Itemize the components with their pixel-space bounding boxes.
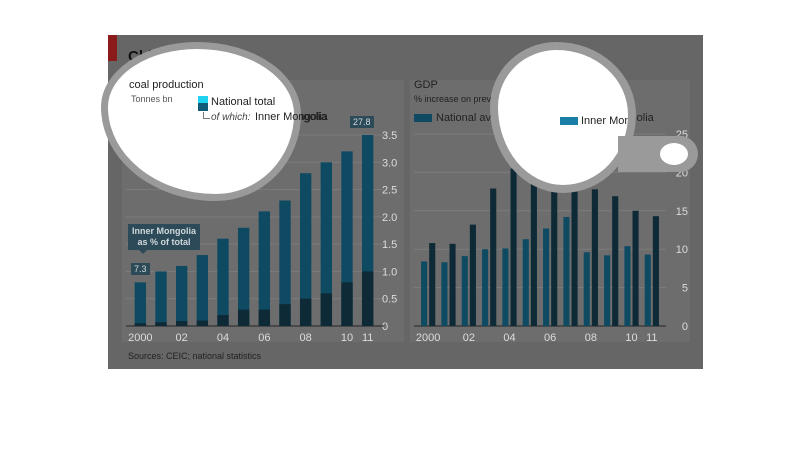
blob-coal-title: coal production xyxy=(129,79,204,91)
red-tab xyxy=(108,35,117,61)
x-tick-label: 04 xyxy=(503,332,515,342)
bar-inner-mongolia-coal xyxy=(217,315,229,326)
blob-legend-connector xyxy=(203,112,210,119)
x-tick-label: 02 xyxy=(463,332,475,342)
x-tick-label: 2000 xyxy=(416,332,440,342)
blob-legend-of-which: of which: xyxy=(211,112,251,123)
blob-legend-national-total: National total xyxy=(211,96,276,108)
bar-national-average xyxy=(482,249,489,326)
bar-inner-mongolia-gdp xyxy=(652,216,659,326)
bar-national-average xyxy=(583,252,590,326)
bar-inner-mongolia-gdp xyxy=(469,224,476,326)
bar-national-average xyxy=(644,254,651,326)
y-tick-label: 10 xyxy=(676,244,688,256)
bar-national-average xyxy=(563,216,570,326)
bar-national-average xyxy=(461,256,468,326)
bar-national-total xyxy=(196,255,209,326)
bar-national-average xyxy=(624,246,631,326)
gdp-subtitle: % increase on previous year xyxy=(414,94,528,104)
x-tick-label: 11 xyxy=(646,332,657,342)
blob-legend-inner-mongolia-gdp: Inner Mongolia xyxy=(581,115,628,127)
share-label-2000: 7.3 xyxy=(131,263,150,275)
highlight-blob-right: Inner Mongolia xyxy=(498,50,628,185)
x-tick-label: 10 xyxy=(625,332,637,342)
blob-swatch-inner-mongolia-gdp xyxy=(560,117,578,125)
bar-national-total xyxy=(155,271,167,326)
highlight-blob-eye xyxy=(660,143,688,165)
y-tick-label: 3.0 xyxy=(382,157,397,169)
bar-inner-mongolia-gdp xyxy=(490,188,497,326)
bar-inner-mongolia-coal xyxy=(320,293,333,326)
bar-national-total xyxy=(134,282,147,326)
x-tick-label: 06 xyxy=(544,332,556,342)
y-tick-label: 1.0 xyxy=(382,266,397,278)
x-tick-label: 10 xyxy=(341,332,353,342)
gdp-title: GDP xyxy=(414,79,438,91)
bar-inner-mongolia-coal xyxy=(299,298,312,326)
bar-national-total xyxy=(341,151,353,326)
annotation-pointer xyxy=(139,250,147,254)
bar-inner-mongolia-gdp xyxy=(591,189,598,326)
bar-inner-mongolia-coal xyxy=(175,321,188,326)
y-tick-label: 15 xyxy=(676,206,688,218)
y-tick-label: 1.5 xyxy=(382,239,397,251)
bar-inner-mongolia-gdp xyxy=(632,210,639,326)
bar-national-average xyxy=(441,262,448,326)
bar-inner-mongolia-gdp xyxy=(510,168,517,326)
bar-inner-mongolia-gdp xyxy=(449,243,456,326)
blob-swatch-inner-mongolia xyxy=(198,103,208,111)
y-tick-label: 5 xyxy=(682,283,688,295)
bar-inner-mongolia-gdp xyxy=(571,180,578,326)
bar-national-total xyxy=(237,227,250,326)
bar-national-average xyxy=(502,248,509,326)
y-tick-label: 3.5 xyxy=(382,130,397,142)
bar-national-total xyxy=(299,173,312,326)
bar-national-average xyxy=(543,228,550,326)
bar-inner-mongolia-coal xyxy=(279,304,291,326)
source-note: Sources: CEIC; national statistics xyxy=(128,351,262,361)
x-tick-label: 02 xyxy=(176,332,188,342)
bar-national-total xyxy=(361,135,374,326)
bar-national-average xyxy=(421,261,428,326)
y-tick-label: 2.0 xyxy=(382,212,397,224)
bar-national-total xyxy=(320,162,333,326)
x-tick-label: 06 xyxy=(258,332,270,342)
bar-national-total xyxy=(258,211,271,326)
bar-inner-mongolia-coal xyxy=(341,282,353,326)
bar-national-total xyxy=(217,238,229,326)
blob-swatch-national-total xyxy=(198,96,208,103)
bar-national-total xyxy=(175,265,188,326)
y-tick-label: 0.5 xyxy=(382,294,397,306)
bar-national-average xyxy=(604,255,611,326)
x-tick-label: 08 xyxy=(300,332,312,342)
bar-inner-mongolia-coal xyxy=(134,323,147,326)
y-tick-label: 2.5 xyxy=(382,185,397,197)
legend-swatch-national-average xyxy=(414,114,432,122)
x-tick-label: 2000 xyxy=(128,332,152,342)
blob-legend-inner-mongolia: Inner Mongolia xyxy=(255,111,328,123)
share-label-2011: 27.8 xyxy=(350,116,374,128)
bar-inner-mongolia-coal xyxy=(361,271,374,326)
blob-coal-subtitle: Tonnes bn xyxy=(131,94,173,104)
bar-inner-mongolia-coal xyxy=(258,309,271,326)
bar-inner-mongolia-gdp xyxy=(551,180,558,326)
bar-inner-mongolia-coal xyxy=(196,320,209,326)
x-tick-label: 11 xyxy=(362,332,373,342)
inner-mongolia-share-annotation: Inner Mongolia as % of total xyxy=(128,224,200,250)
bar-national-total xyxy=(279,200,291,326)
x-tick-label: 08 xyxy=(585,332,597,342)
y-tick-label: 0 xyxy=(382,321,388,333)
x-tick-label: 04 xyxy=(217,332,229,342)
bar-inner-mongolia-coal xyxy=(237,309,250,326)
bar-inner-mongolia-coal xyxy=(155,322,167,326)
bar-inner-mongolia-gdp xyxy=(612,196,619,326)
bar-inner-mongolia-gdp xyxy=(530,143,537,326)
y-tick-label: 0 xyxy=(682,321,688,333)
bar-inner-mongolia-gdp xyxy=(429,243,436,326)
bar-national-average xyxy=(522,239,529,326)
